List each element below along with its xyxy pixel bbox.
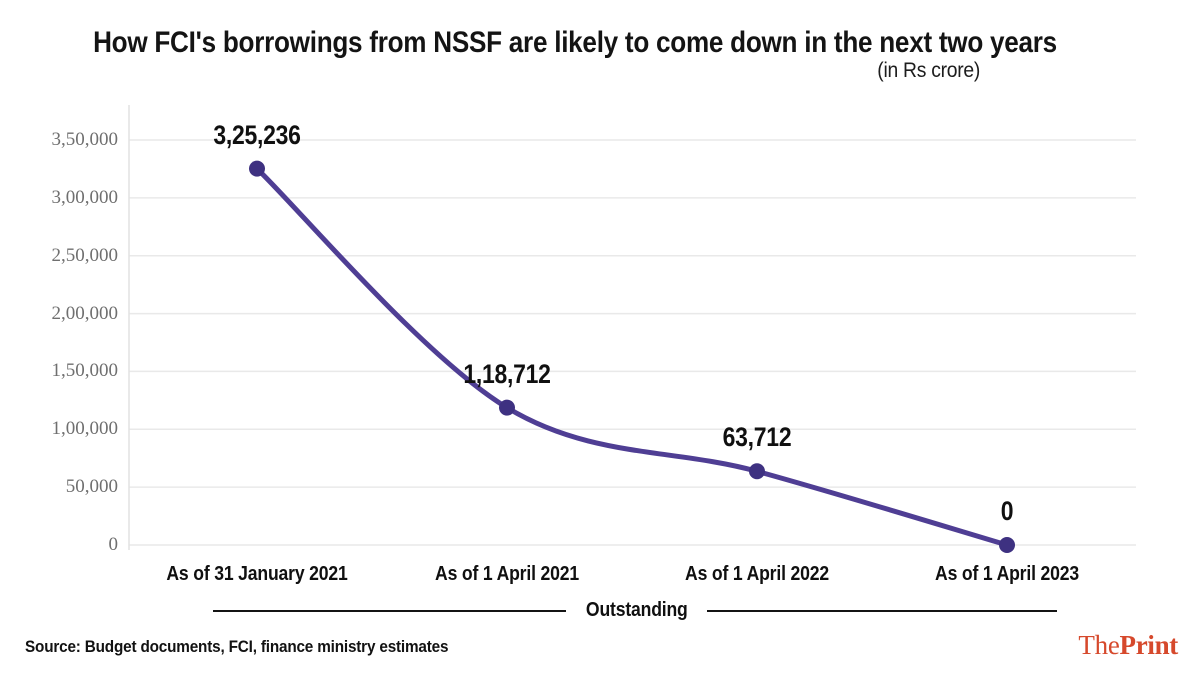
logo-print: Print: [1119, 630, 1179, 660]
legend-rule-left: [212, 609, 566, 612]
data-point-marker: [249, 160, 265, 177]
data-point-marker: [999, 537, 1015, 553]
chart-title: How FCI's borrowings from NSSF are likel…: [93, 26, 1057, 59]
legend: Outstanding: [0, 599, 1200, 622]
source-note: Source: Budget documents, FCI, finance m…: [25, 637, 449, 656]
legend-label: Outstanding: [585, 599, 688, 621]
logo-the: The: [1078, 630, 1120, 660]
theprint-logo: ThePrint: [1078, 631, 1178, 659]
outstanding-series-line: [254, 166, 1010, 548]
data-point-marker: [749, 463, 765, 480]
legend-rule-right: [707, 609, 1058, 612]
chart-unit-note: (in Rs crore): [877, 59, 980, 82]
data-point-marker: [499, 399, 515, 416]
